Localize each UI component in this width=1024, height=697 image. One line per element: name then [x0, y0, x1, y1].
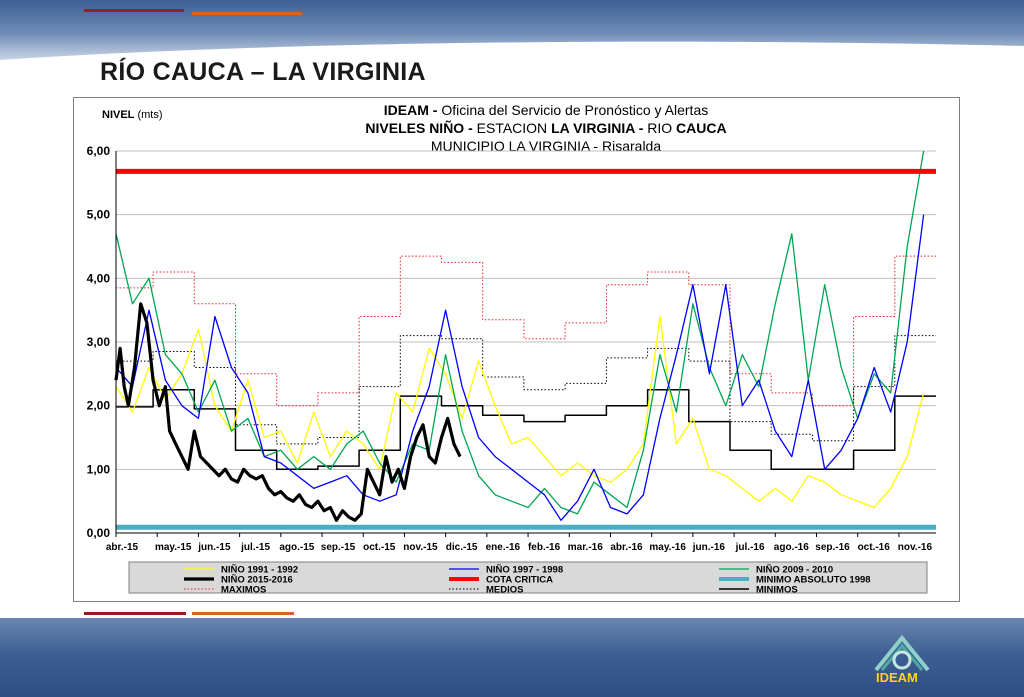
x-tick-label: abr.-16: [610, 542, 643, 553]
x-tick-label: dic.-15: [446, 542, 478, 553]
legend-box: [128, 561, 928, 594]
x-tick-label: sep.-15: [321, 542, 356, 553]
series-line: [115, 150, 925, 515]
x-tick-label: jul.-16: [735, 542, 765, 553]
series-line: [115, 315, 925, 509]
legend-label: NIÑO 2009 - 2010: [756, 565, 833, 576]
y-tick-label: 3,00: [87, 335, 111, 349]
series-line: [115, 214, 925, 521]
legend-label: NIÑO 1991 - 1992: [221, 565, 298, 576]
y-tick-label: 5,00: [87, 208, 111, 222]
legend-label: MEDIOS: [486, 585, 523, 596]
x-tick-label: jul.-15: [240, 542, 270, 553]
chart-title-line1: IDEAM - Oficina del Servicio de Pronósti…: [384, 102, 708, 118]
slide-title: RÍO CAUCA – LA VIRGINIA: [100, 58, 426, 86]
x-tick-label: jun.-15: [197, 542, 231, 553]
legend-label: MAXIMOS: [221, 585, 266, 596]
x-tick-label: may.-15: [155, 542, 192, 553]
x-tick-label: oct.-15: [363, 542, 396, 553]
level-chart: NIVEL (mts) IDEAM - Oficina del Servicio…: [87, 102, 936, 596]
legend-label: NIÑO 1997 - 1998: [486, 565, 563, 576]
x-tick-label: jun.-16: [692, 542, 726, 553]
series-line: [116, 335, 936, 445]
x-tick-label: ene.-16: [486, 542, 521, 553]
legend-label: NIÑO 2015-2016: [221, 575, 293, 586]
series-line: [114, 302, 462, 522]
x-tick-label: abr.-15: [106, 542, 139, 553]
x-tick-label: oct.-16: [858, 542, 891, 553]
top-banner-curve: [0, 41, 1024, 60]
legend-label: COTA CRITICA: [486, 575, 553, 586]
x-tick-label: mar.-16: [568, 542, 603, 553]
y-tick-label: 6,00: [87, 144, 111, 158]
x-tick-label: ago.-16: [774, 542, 809, 553]
y-tick-label: 0,00: [87, 526, 111, 540]
chart-title-line2: NIVELES NIÑO - ESTACION LA VIRGINIA - RI…: [365, 119, 726, 136]
y-axis-label: NIVEL (mts): [102, 109, 163, 121]
top-orange-line: [192, 12, 302, 15]
top-red-line: [84, 9, 184, 12]
logo-text: IDEAM: [876, 670, 918, 685]
x-tick-label: sep.-16: [815, 542, 850, 553]
x-tick-label: nov.-15: [403, 542, 438, 553]
ideam-logo-icon: [874, 634, 930, 672]
chart-frame: NIVEL (mts) IDEAM - Oficina del Servicio…: [73, 97, 960, 602]
x-tick-label: may.-16: [649, 542, 686, 553]
legend-label: MINIMOS: [756, 585, 798, 596]
bottom-red-line: [84, 612, 186, 615]
bottom-banner: [0, 618, 1024, 697]
x-tick-label: ago.-15: [279, 542, 314, 553]
series-line: [116, 389, 936, 471]
x-tick-label: feb.-16: [528, 542, 561, 553]
x-tick-label: nov.-16: [898, 542, 933, 553]
legend-label: MINIMO ABSOLUTO 1998: [756, 575, 871, 586]
y-tick-label: 4,00: [87, 271, 111, 285]
y-tick-label: 2,00: [87, 399, 111, 413]
bottom-orange-line: [192, 612, 294, 615]
y-tick-label: 1,00: [87, 462, 111, 476]
chart-title-line3: MUNICIPIO LA VIRGINIA - Risaralda: [431, 138, 661, 154]
